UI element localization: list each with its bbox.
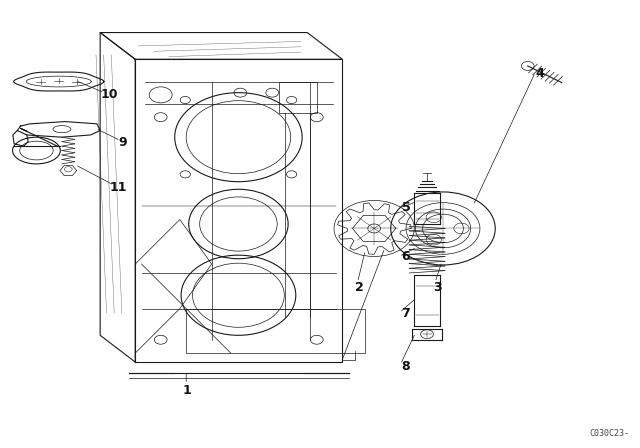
Text: 9: 9	[118, 137, 127, 150]
Text: 8: 8	[401, 360, 410, 373]
Text: 4: 4	[536, 67, 544, 80]
Bar	[186, 309, 365, 353]
Text: 6: 6	[401, 250, 410, 263]
Bar	[278, 82, 317, 113]
Text: 11: 11	[109, 181, 127, 194]
Text: 1: 1	[183, 384, 192, 397]
Text: 5: 5	[401, 201, 410, 214]
Text: 7: 7	[401, 307, 410, 320]
Text: 10: 10	[100, 88, 118, 101]
Text: 2: 2	[355, 281, 364, 294]
Circle shape	[522, 61, 534, 70]
Text: C030C23-: C030C23-	[589, 429, 629, 438]
Text: 3: 3	[433, 281, 442, 294]
